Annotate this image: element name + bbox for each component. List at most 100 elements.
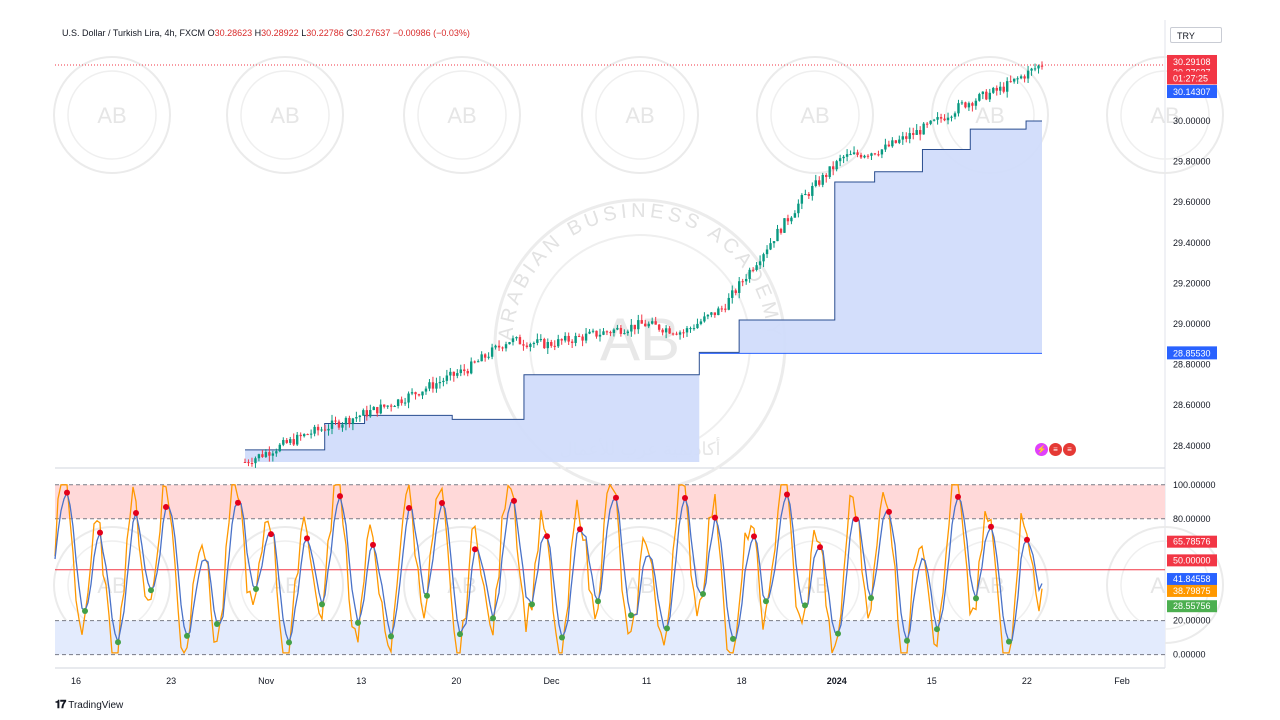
tradingview-logo[interactable]: 𝟏𝟕 TradingView: [55, 699, 123, 712]
candle: [1033, 63, 1037, 72]
branding-label: TradingView: [68, 700, 124, 711]
osc-tick-label: 0.00000: [1173, 650, 1206, 660]
oscillator-pane[interactable]: [54, 483, 1165, 656]
buy-signal-dot: [763, 598, 769, 605]
candle: [692, 324, 696, 331]
watermark-seal: [226, 56, 344, 174]
high-label: H: [254, 28, 262, 38]
buy-signal-dot: [319, 601, 325, 608]
event-icon[interactable]: ⚡: [1035, 443, 1048, 456]
candle: [282, 437, 285, 447]
candle: [243, 458, 247, 463]
candle: [431, 376, 435, 393]
candle: [275, 448, 278, 457]
candle: [1012, 78, 1016, 84]
change-value: −0.00986 (−0.03%): [392, 28, 470, 38]
candle: [821, 172, 824, 188]
candle: [884, 138, 887, 152]
candle: [334, 416, 337, 425]
flag-us-icon[interactable]: ≡: [1063, 443, 1076, 456]
candle: [978, 92, 981, 102]
currency-button[interactable]: TRY: [1170, 27, 1222, 43]
osc-label-text: 50.00000: [1173, 555, 1211, 565]
candle: [483, 353, 487, 362]
watermark-seal: [770, 70, 860, 160]
candle: [302, 433, 306, 438]
candle: [946, 112, 950, 125]
sell-signal-dot: [853, 516, 859, 523]
low-value: 30.22786: [306, 28, 344, 38]
candle: [337, 419, 341, 430]
candle: [887, 140, 891, 148]
candle: [758, 255, 762, 269]
watermark-logo: AB: [800, 103, 829, 128]
candle: [459, 364, 462, 377]
time-tick-label: Feb: [1114, 676, 1130, 686]
candle: [992, 86, 995, 94]
price-label: [1167, 71, 1217, 85]
price-tick-label: 29.80000: [1173, 157, 1211, 167]
candle: [466, 368, 469, 377]
watermark-seal: [67, 70, 157, 160]
candle: [825, 173, 828, 183]
candle: [912, 127, 915, 140]
candle: [929, 120, 932, 126]
candle: [577, 333, 581, 338]
candle: [891, 137, 894, 148]
price-label: [1167, 346, 1217, 360]
sell-signal-dot: [784, 491, 790, 498]
candle: [410, 388, 414, 396]
candle: [710, 311, 713, 318]
candle: [1002, 82, 1005, 94]
candle: [657, 323, 661, 332]
candle: [396, 398, 400, 409]
candle: [943, 114, 946, 122]
candle: [779, 227, 783, 235]
candle: [341, 422, 344, 432]
candle: [811, 182, 814, 201]
time-tick-label: 18: [737, 676, 747, 686]
candle: [518, 334, 522, 345]
flag-us-icon[interactable]: ≡: [1049, 443, 1062, 456]
sell-signal-dot: [988, 523, 994, 530]
candle: [918, 126, 922, 141]
candle: [323, 424, 327, 432]
candle: [376, 406, 379, 417]
candle: [696, 318, 699, 329]
candle: [330, 414, 334, 435]
buy-signal-dot: [355, 619, 361, 626]
candle: [261, 450, 264, 458]
candle: [751, 267, 755, 273]
candle: [713, 312, 717, 318]
price-tick-label: 29.40000: [1173, 238, 1211, 248]
candle: [351, 417, 355, 431]
candle: [1040, 61, 1044, 70]
candle: [362, 408, 365, 416]
candle: [424, 386, 428, 395]
time-tick-label: Nov: [258, 676, 275, 686]
candle: [508, 341, 511, 345]
buy-signal-dot: [559, 634, 565, 641]
price-pane[interactable]: [55, 61, 1165, 468]
candle: [936, 112, 939, 125]
time-tick-label: 11: [642, 676, 651, 686]
oversold-zone: [55, 620, 1165, 655]
buy-signal-dot: [664, 625, 670, 632]
watermark-logo: AB: [625, 103, 654, 128]
candle: [403, 397, 407, 406]
candle: [254, 456, 257, 468]
candle: [852, 146, 856, 155]
candle: [671, 332, 675, 336]
price-tick-label: 28.60000: [1173, 400, 1211, 410]
candle: [560, 338, 563, 345]
support-line: [245, 120, 1042, 451]
candle: [922, 122, 925, 135]
osc-label: [1167, 584, 1217, 597]
candle: [786, 214, 790, 225]
candle: [626, 329, 630, 336]
open-value: 30.28623: [214, 28, 253, 38]
candle: [595, 330, 598, 339]
candle: [957, 99, 960, 117]
candle: [950, 115, 953, 122]
